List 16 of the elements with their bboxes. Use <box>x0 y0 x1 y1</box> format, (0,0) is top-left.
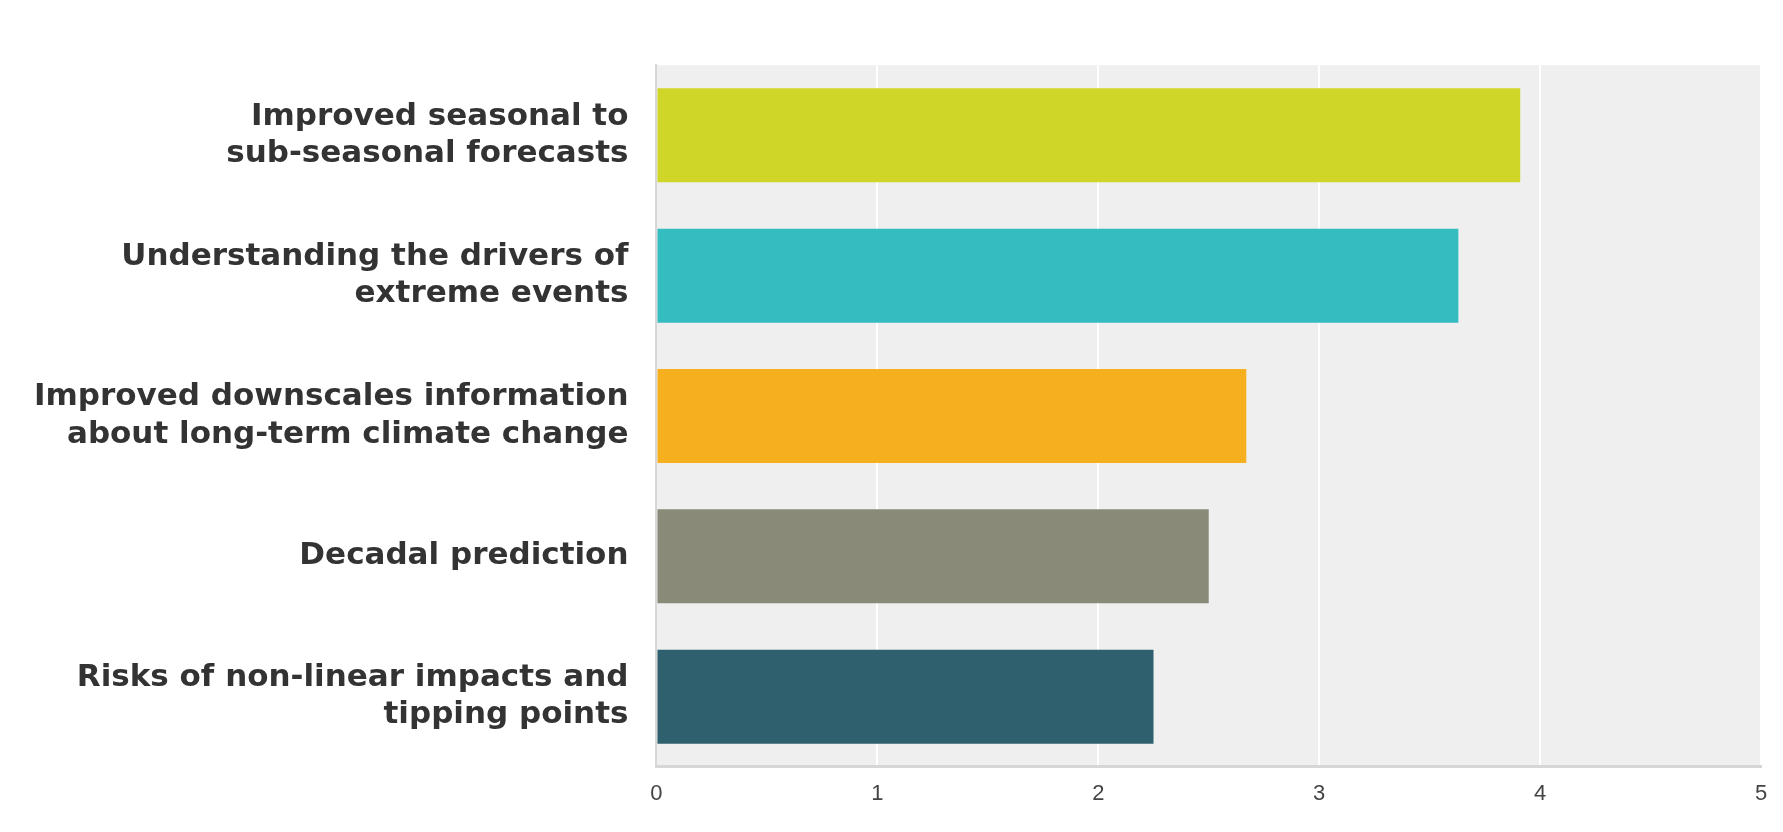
bar <box>657 649 1154 744</box>
bar <box>657 88 1521 183</box>
bar <box>657 228 1459 323</box>
bar <box>657 509 1209 604</box>
y-tick-label: Decadal prediction <box>299 535 629 572</box>
bar <box>657 368 1247 464</box>
y-tick-label: Understanding the drivers of extreme events <box>121 236 629 310</box>
y-tick-label: Risks of non-linear impacts and tipping points <box>76 657 629 731</box>
x-tick-label: 2 <box>1092 780 1105 806</box>
y-tick-label: Improved seasonal to sub-seasonal forecasts <box>226 95 629 170</box>
x-tick-label: 1 <box>871 780 884 806</box>
y-tick-label: Improved downscales information about long-term climate change <box>34 376 629 450</box>
x-tick-label: 3 <box>1313 780 1326 806</box>
x-tick-label: 0 <box>650 780 663 806</box>
x-tick-label: 4 <box>1533 780 1547 806</box>
x-tick-label: 5 <box>1754 780 1768 806</box>
